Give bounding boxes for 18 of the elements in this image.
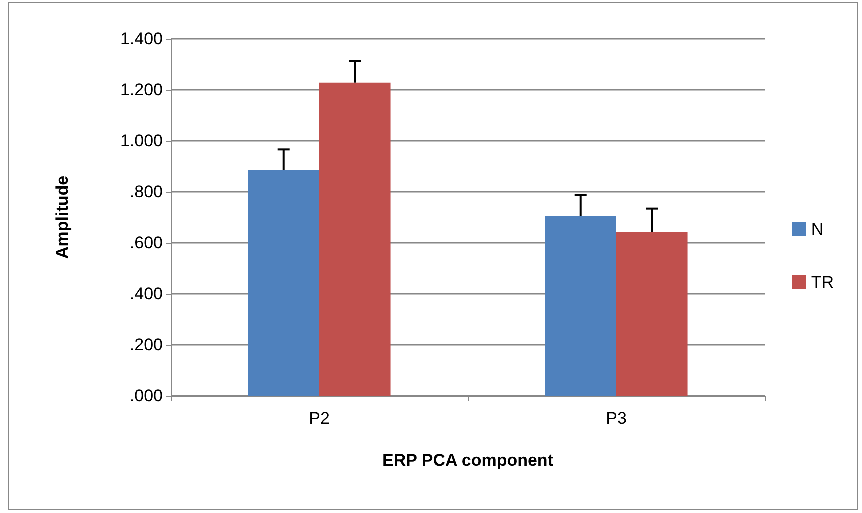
bar — [248, 170, 320, 396]
legend-label: N — [811, 220, 824, 239]
y-tick-label: .400 — [130, 284, 163, 304]
y-tick-label: 1.000 — [120, 132, 163, 150]
legend-label: TR — [811, 273, 834, 292]
bar — [320, 82, 391, 396]
y-tick-label: .600 — [130, 234, 163, 252]
y-tick-label: .200 — [130, 336, 163, 354]
bar — [616, 232, 688, 396]
bar — [545, 216, 616, 396]
x-tick-label: P2 — [309, 409, 330, 428]
y-axis-title: Amplitude — [53, 176, 72, 260]
x-axis-title: ERP PCA component — [382, 451, 554, 470]
y-tick-label: .800 — [130, 182, 163, 202]
y-tick-label: 1.200 — [120, 80, 163, 100]
y-tick-label: 1.400 — [120, 30, 163, 48]
y-tick-label: .000 — [130, 386, 163, 406]
x-tick-label: P3 — [606, 409, 627, 428]
